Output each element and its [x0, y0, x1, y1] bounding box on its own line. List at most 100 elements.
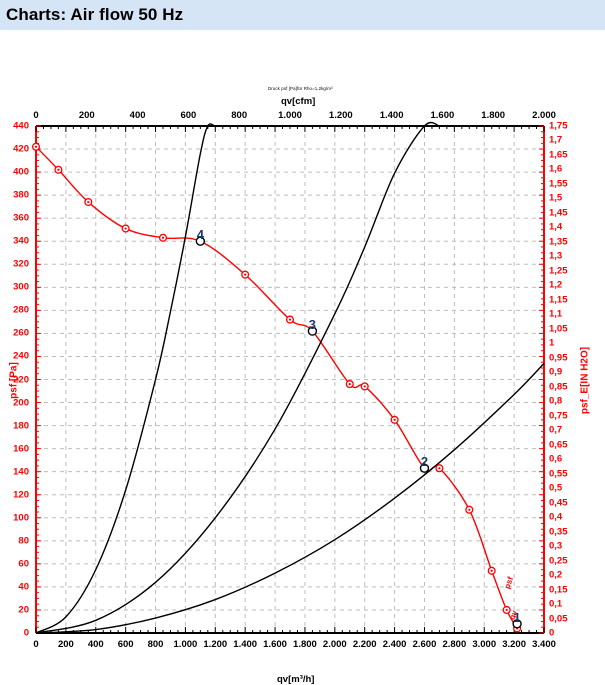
x-tick-label: 3.200 [502, 639, 526, 650]
y-tick-label-left: 40 [18, 581, 29, 593]
x-tick-label: 1.600 [263, 639, 287, 650]
y-tick-label-right: 0,85 [549, 381, 568, 393]
y-tick-label-right: 1,7 [549, 134, 563, 146]
svg-text:2: 2 [421, 454, 428, 469]
top-axis-title: qv[cfm] [281, 96, 316, 107]
x-tick-label: 3.400 [532, 639, 556, 650]
x-tick-label: 600 [117, 639, 134, 650]
x-tick-label-top: 1.600 [430, 110, 455, 121]
y-tick-label-right: 1,2 [549, 279, 563, 291]
x-tick-label: 2.800 [442, 639, 467, 650]
x-tick-label: 2.600 [412, 639, 437, 650]
y-tick-label-right: 1,1 [549, 308, 563, 320]
y-tick-label-left: 200 [13, 397, 29, 409]
x-tick-label-top: 1.200 [328, 110, 353, 121]
plot-svg: 4 3 2 1 [31, 121, 545, 634]
y-tick-label-right: 0,05 [549, 613, 568, 624]
x-tick-label-top: 1.400 [379, 110, 404, 121]
y-tick-label-left: 240 [13, 350, 29, 362]
x-tick-label-top: 400 [129, 110, 146, 121]
chart-container: Druck psf [Pa]für Rho=1,2kg/m³ qv[cfm] q… [0, 30, 605, 685]
y-tick-label-right: 0,1 [549, 598, 563, 610]
x-tick-label-top: 1.800 [481, 110, 506, 121]
y-tick-label-right: 0,7 [549, 424, 563, 436]
y-tick-label-right: 0,4 [549, 511, 563, 523]
y-tick-label-right: 0,2 [549, 569, 563, 581]
x-tick-label: 3.000 [472, 639, 497, 650]
y-tick-label-right: 1,55 [549, 178, 568, 190]
svg-text:4: 4 [197, 227, 205, 242]
y-tick-label-right: 0,55 [549, 468, 568, 480]
y-tick-label-right: 0,35 [549, 526, 568, 538]
y-tick-label-right: 0,3 [549, 540, 563, 552]
series-markers [31, 142, 522, 633]
bottom-axis-title: qv[m³/h] [277, 674, 315, 685]
x-tick-label: 2.400 [382, 639, 407, 650]
y-tick-label-right: 1,35 [549, 236, 568, 248]
svg-text:3: 3 [309, 317, 316, 332]
y-tick-label-left: 280 [13, 304, 29, 316]
x-tick-label-top: 600 [180, 110, 197, 121]
svg-text:1: 1 [513, 610, 520, 625]
y-tick-label-left: 140 [13, 466, 29, 478]
y-tick-label-left: 320 [13, 258, 29, 270]
x-tick-label: 1.800 [293, 639, 317, 650]
y-tick-label-left: 340 [13, 235, 29, 247]
y-tick-label-right: 1,65 [549, 149, 568, 161]
y-tick-label-right: 1,75 [549, 120, 568, 132]
y-tick-label-right: 0,75 [549, 410, 568, 422]
x-tick-label-top: 800 [231, 110, 248, 121]
y-tick-label-right: 1,15 [549, 294, 568, 306]
x-tick-label-top: 200 [78, 110, 95, 121]
y-tick-label-right: 0,15 [549, 584, 568, 596]
y-tick-label-left: 300 [13, 281, 29, 293]
x-tick-label: 400 [87, 639, 104, 650]
y-tick-label-right: 1 [549, 337, 555, 349]
y-tick-label-right: 0,5 [549, 482, 563, 494]
y-tick-label-left: 120 [13, 489, 29, 501]
x-tick-label: 2.000 [322, 639, 347, 650]
page-title: Charts: Air flow 50 Hz [6, 5, 184, 24]
y-tick-label-left: 160 [13, 443, 29, 455]
y-tick-label-left: 0 [23, 627, 29, 639]
x-tick-label: 1.200 [203, 639, 228, 650]
y-tick-label-right: 0 [549, 627, 555, 639]
y-tick-label-left: 420 [13, 143, 29, 155]
y-tick-label-right: 1,25 [549, 265, 568, 277]
y-tick-label-right: 0,65 [549, 439, 568, 451]
window-header: Charts: Air flow 50 Hz [0, 0, 605, 30]
y-tick-label-left: 440 [13, 120, 29, 132]
y-tick-label-right: 1,45 [549, 207, 568, 219]
x-tick-label: 2.200 [352, 639, 377, 650]
y-tick-label-left: 380 [13, 189, 29, 201]
y-tick-label-right: 0,9 [549, 366, 563, 378]
y-tick-label-right: 1,5 [549, 192, 563, 204]
y-tick-label-right: 1,6 [549, 163, 563, 175]
y-tick-label-left: 80 [18, 535, 29, 547]
x-tick-label: 1.000 [173, 639, 198, 650]
chart-subtitle: Druck psf [Pa]für Rho=1,2kg/m³ [268, 86, 333, 91]
x-tick-label: 200 [57, 639, 74, 650]
gridlines [36, 126, 544, 633]
y-tick-label-left: 260 [13, 327, 29, 339]
y-tick-label-left: 20 [18, 604, 29, 616]
y-tick-label-right: 0,95 [549, 352, 568, 364]
series-lines [35, 121, 545, 634]
y-tick-label-left: 100 [13, 512, 29, 524]
axis-lines [35, 125, 545, 634]
y-tick-label-left: 180 [13, 420, 29, 432]
y-tick-label-right: 1,05 [549, 323, 568, 335]
intersection-markers: 4 3 2 1 [195, 227, 522, 629]
y-tick-label-right: 1,3 [549, 250, 563, 262]
y-tick-label-right: 0,45 [549, 497, 568, 509]
x-tick-label: 800 [147, 639, 164, 650]
y-tick-label-right: 0,6 [549, 453, 563, 465]
x-tick-label-top: 1.000 [278, 110, 302, 121]
x-tick-label: 0 [33, 639, 39, 650]
y-tick-label-left: 60 [18, 558, 29, 570]
x-tick-label-top: 0 [33, 110, 39, 121]
y-tick-label-right: 0,25 [549, 555, 568, 567]
y-tick-label-left: 360 [13, 212, 29, 224]
y-tick-label-right: 0,8 [549, 395, 563, 407]
y-tick-label-right: 1,4 [549, 221, 563, 233]
